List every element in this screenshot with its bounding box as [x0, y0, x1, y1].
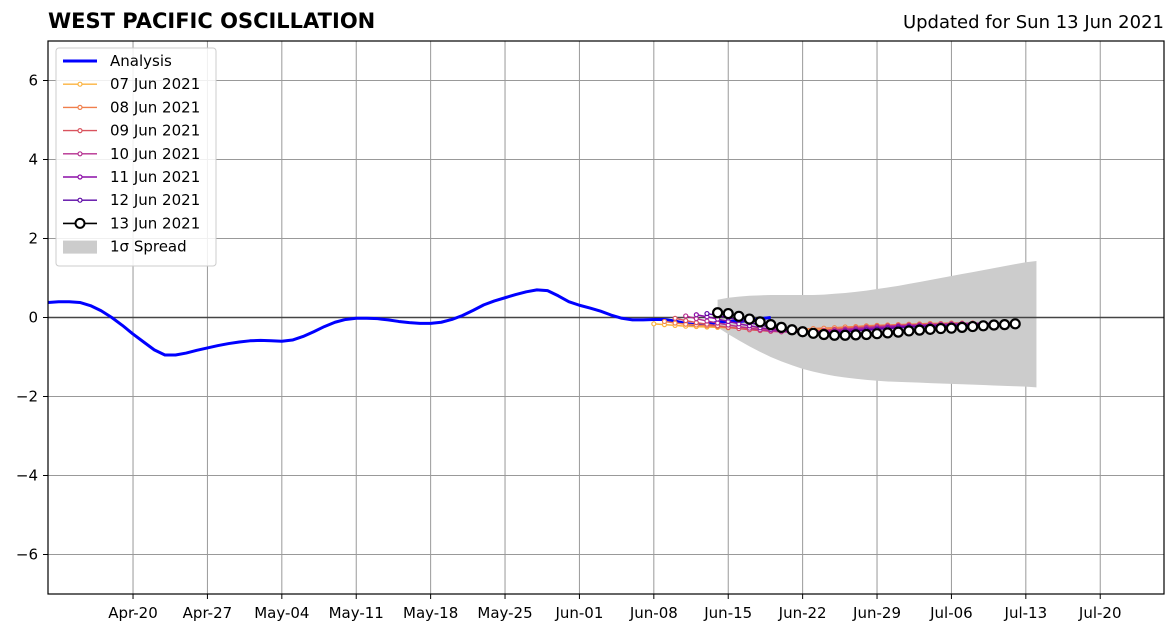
x-tick-label: Jul-20 [1078, 604, 1122, 622]
x-tick-label: May-25 [477, 604, 532, 622]
forecast-point [775, 321, 787, 333]
legend-marker [77, 174, 83, 180]
forecast-point [945, 322, 958, 334]
legend-marker [77, 104, 83, 111]
forecast-point [892, 326, 904, 338]
forecast-point [871, 328, 883, 340]
y-tick-label: −6 [16, 546, 38, 564]
legend-label: Analysis [110, 52, 172, 70]
legend-marker [77, 151, 83, 157]
legend-marker [77, 81, 83, 87]
forecast-point [935, 322, 947, 335]
x-tick-label: May-18 [403, 604, 458, 622]
y-tick-label: 0 [28, 309, 38, 327]
legend-entry: 11 Jun 2021 [63, 168, 200, 186]
legend-entry: 12 Jun 2021 [63, 191, 200, 209]
plot-frame [47, 40, 1165, 595]
legend-marker [77, 128, 83, 134]
legend-entry: 10 Jun 2021 [63, 145, 200, 163]
legend-label: 13 Jun 2021 [110, 214, 200, 232]
legend-marker [77, 197, 83, 203]
forecast-point [850, 329, 862, 341]
x-tick-label: Jun-15 [703, 604, 752, 622]
x-tick-label: May-04 [254, 604, 309, 622]
forecast-point [967, 320, 979, 333]
forecast-point [807, 327, 819, 339]
forecast-point [661, 318, 668, 325]
forecast-point [704, 310, 710, 317]
y-tick-label: 6 [28, 72, 38, 90]
forecast-point [998, 319, 1011, 331]
x-tick-label: Jun-08 [629, 604, 678, 622]
forecast-point [672, 320, 678, 326]
analysis-line [47, 288, 771, 357]
x-tick-label: Jun-22 [778, 604, 827, 622]
forecast-point [683, 313, 689, 319]
forecast-point [903, 325, 915, 337]
forecast-point [828, 329, 841, 341]
legend-label: 11 Jun 2021 [110, 168, 200, 186]
forecast-point [743, 313, 756, 325]
legend-entry: 08 Jun 2021 [63, 98, 200, 116]
forecast-point [754, 316, 766, 328]
forecast-point [924, 323, 936, 335]
legend-swatch [63, 240, 97, 254]
x-tick-label: Jun-01 [554, 604, 603, 622]
x-tick-label: May-11 [329, 604, 384, 622]
forecast-point [672, 315, 678, 321]
forecast-point [683, 318, 689, 324]
legend-entry: 1σ Spread [63, 238, 187, 256]
x-tick-label: Jun-29 [852, 604, 901, 622]
forecast-point [786, 324, 798, 336]
forecast-layer [651, 307, 1021, 341]
legend-entry: 07 Jun 2021 [63, 75, 200, 93]
y-tick-label: 2 [28, 230, 38, 248]
legend-label: 07 Jun 2021 [110, 75, 200, 93]
forecast-point [651, 321, 657, 327]
grid [48, 41, 1164, 594]
legend-label: 10 Jun 2021 [110, 145, 200, 163]
legend-marker [74, 217, 86, 229]
legend-entry: 09 Jun 2021 [63, 122, 200, 140]
forecast-series [711, 307, 1021, 341]
legend-box [55, 47, 217, 267]
x-tick-label: Jul-06 [929, 604, 973, 622]
forecast-point [765, 319, 777, 331]
analysis-layer [47, 288, 771, 357]
forecast-point [977, 320, 989, 332]
forecast-point [797, 326, 809, 338]
legend-label: 1σ Spread [110, 238, 187, 256]
forecast-point [956, 321, 968, 333]
forecast-point [988, 319, 1000, 331]
legend-entry: 13 Jun 2021 [63, 214, 200, 232]
x-tick-label: Jul-13 [1004, 604, 1048, 622]
forecast-point [704, 318, 710, 324]
forecast-point [693, 312, 699, 318]
updated-date: Updated for Sun 13 Jun 2021 [902, 12, 1164, 33]
forecast-point [733, 310, 745, 322]
forecast-point [818, 328, 830, 341]
y-tick-label: −2 [16, 388, 38, 406]
x-tick-label: Apr-27 [183, 604, 233, 622]
forecast-point [913, 324, 926, 336]
legend-entry: Analysis [63, 52, 172, 70]
forecast-point [1009, 318, 1021, 330]
forecast-point [839, 329, 851, 341]
legend-label: 08 Jun 2021 [110, 98, 200, 116]
chart-title: WEST PACIFIC OSCILLATION [48, 9, 376, 33]
x-tick-label: Apr-20 [108, 604, 158, 622]
y-tick-label: −4 [16, 467, 38, 485]
y-tick-label: 4 [28, 151, 38, 169]
legend-label: 12 Jun 2021 [110, 191, 200, 209]
forecast-point [722, 307, 734, 320]
legend-label: 09 Jun 2021 [110, 122, 200, 140]
axes: −6 −4 −2 0 2 4 6 Apr-20 Apr-27 May-04 May-11 May-18… [16, 40, 1165, 622]
forecast-point [711, 307, 724, 319]
forecast-point [860, 328, 873, 341]
legend: Analysis 07 Jun 2021 08 Jun 2021 09 Jun 202… [55, 47, 217, 267]
forecast-point [882, 327, 894, 339]
